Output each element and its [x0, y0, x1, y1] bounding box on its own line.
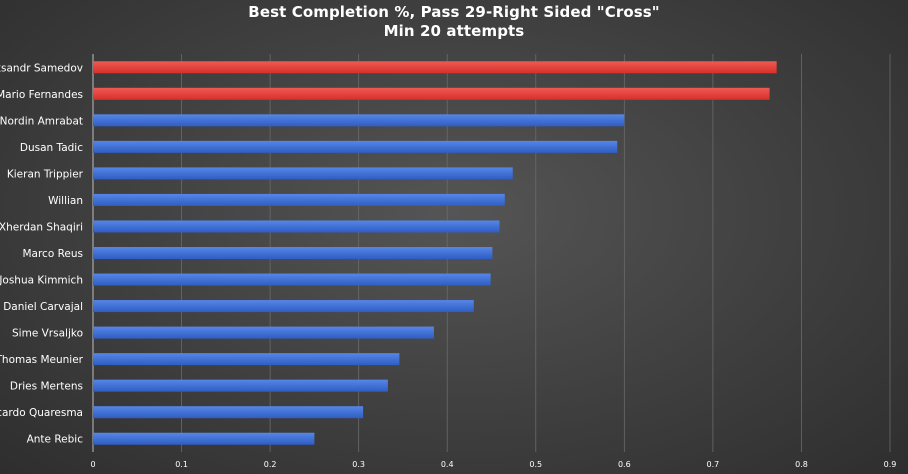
x-tick-label: 0.9	[884, 460, 897, 469]
category-label: Aleksandr Samedov	[0, 62, 83, 74]
chart-title: Best Completion %, Pass 29-Right Sided "…	[248, 3, 660, 21]
bar	[93, 273, 491, 286]
bar	[93, 379, 388, 392]
bar	[93, 61, 777, 74]
x-axis-tick-labels: 0 0.1 0.2 0.3 0.4 0.5 0.6 0.7 0.8 0.9	[90, 460, 896, 469]
x-tick-label: 0.8	[795, 460, 808, 469]
category-label: Daniel Carvajal	[3, 301, 83, 313]
bar	[93, 432, 315, 445]
category-label: Ante Rebic	[27, 434, 84, 446]
bars	[93, 61, 777, 445]
chart-subtitle: Min 20 attempts	[383, 22, 525, 40]
bar	[93, 167, 513, 180]
category-labels: Aleksandr Samedov Mario Fernandes Nordin A…	[0, 62, 84, 445]
x-tick-label: 0.2	[264, 460, 277, 469]
x-tick-label: 0.1	[175, 460, 188, 469]
category-label: Joshua Kimmich	[0, 275, 83, 287]
category-label: Xherdan Shaqiri	[0, 221, 83, 233]
bar	[93, 247, 493, 259]
category-label: Ricardo Quaresma	[0, 407, 83, 419]
bar	[93, 193, 505, 206]
x-tick-label: 0.3	[352, 460, 365, 469]
category-label: Marco Reus	[22, 248, 83, 260]
category-label: Mario Fernandes	[0, 89, 83, 101]
x-tick-label: 0.7	[707, 460, 720, 469]
x-tick-label: 0	[90, 460, 95, 469]
category-label: Sime Vrsaljko	[12, 328, 83, 340]
category-label: Thomas Meunier	[0, 354, 84, 366]
bar	[93, 87, 770, 100]
bar	[93, 140, 618, 153]
category-label: Willian	[48, 195, 83, 207]
bar	[93, 114, 625, 127]
x-tick-label: 0.5	[529, 460, 542, 469]
category-label: Dusan Tadic	[20, 142, 83, 154]
bar	[93, 300, 474, 313]
x-tick-label: 0.6	[618, 460, 631, 469]
bar	[93, 326, 434, 339]
x-tick-label: 0.4	[441, 460, 454, 469]
bar	[93, 406, 364, 419]
category-label: Dries Mertens	[10, 381, 83, 393]
category-label: Nordin Amrabat	[0, 115, 83, 127]
category-label: Kieran Trippier	[7, 168, 84, 180]
bar	[93, 220, 500, 233]
bar	[93, 353, 400, 366]
